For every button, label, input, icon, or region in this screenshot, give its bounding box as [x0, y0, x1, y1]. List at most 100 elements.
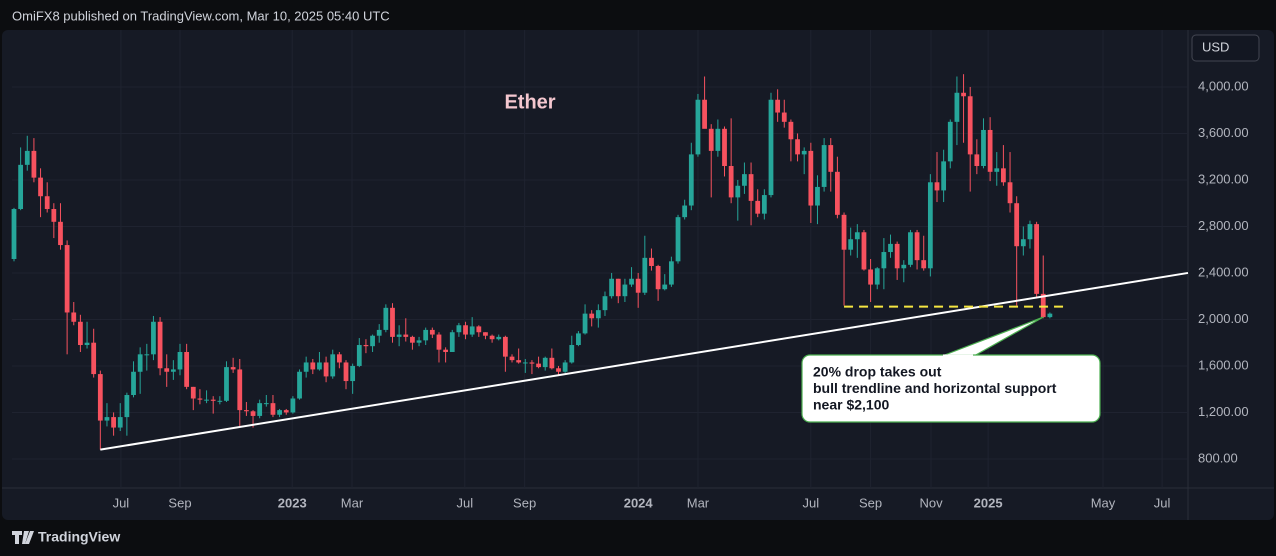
candle-body — [682, 205, 688, 218]
candle-body — [370, 335, 375, 347]
candle-body — [781, 112, 787, 122]
candle-body — [848, 239, 854, 250]
y-tick-label: 2,400.00 — [1198, 264, 1249, 279]
candle-body — [695, 99, 701, 155]
x-tick-label: Mar — [687, 495, 710, 510]
candle-body — [164, 368, 170, 372]
candle-body — [363, 345, 369, 347]
candle-body — [237, 369, 243, 411]
candle-body — [1020, 239, 1026, 247]
candle-body — [742, 174, 747, 186]
candle-body — [476, 326, 482, 333]
candle-body — [496, 336, 502, 340]
candle-body — [350, 365, 356, 382]
candle-body — [396, 334, 402, 337]
candle-body — [509, 356, 515, 361]
candle-body — [64, 245, 70, 313]
y-tick-label: 1,200.00 — [1198, 404, 1249, 419]
candle-body — [576, 333, 581, 346]
candle-body — [908, 232, 913, 265]
candle-body — [343, 362, 349, 382]
x-tick-label: Mar — [341, 495, 364, 510]
candle-body — [549, 357, 555, 369]
candle-body — [801, 150, 807, 155]
candle-body — [58, 221, 63, 246]
candle-body — [874, 268, 880, 285]
x-tick-label: May — [1091, 495, 1116, 510]
candle-body — [356, 345, 362, 366]
candle-body — [31, 150, 37, 178]
candle-body — [688, 154, 694, 206]
candle-body — [483, 332, 488, 336]
candle-body — [38, 177, 43, 197]
candle-body — [18, 164, 24, 210]
candle-body — [469, 326, 475, 335]
candle-body — [403, 334, 409, 337]
y-tick-label: 4,000.00 — [1198, 78, 1249, 93]
candle-body — [556, 368, 561, 372]
annotation-joint — [943, 354, 973, 358]
candle-body — [51, 209, 57, 222]
candle-body — [861, 232, 867, 270]
logo-icon — [12, 531, 34, 544]
x-tick-label: Sep — [168, 495, 191, 510]
candle-body — [131, 371, 136, 396]
candle-body — [974, 154, 980, 167]
candle-body — [761, 195, 767, 214]
candle-body — [901, 264, 907, 269]
candle-body — [463, 325, 468, 335]
y-tick-label: 2,800.00 — [1198, 218, 1249, 233]
candle-body — [536, 363, 541, 368]
candle-body — [967, 96, 973, 155]
candle-body — [821, 145, 827, 187]
candle-body — [835, 171, 840, 215]
candle-body — [542, 357, 548, 368]
candle-body — [423, 329, 429, 341]
candle-body — [489, 335, 495, 340]
candle-body — [230, 367, 236, 370]
candle-body — [277, 410, 282, 415]
candle-body — [668, 261, 674, 285]
x-tick-label: Nov — [919, 495, 943, 510]
header-text: OmiFX8 published on TradingView.com, Mar… — [12, 8, 390, 23]
candle-body — [602, 296, 608, 311]
candle-body — [336, 354, 342, 363]
candle-body — [795, 139, 800, 155]
currency-label: USD — [1202, 39, 1229, 54]
candle-body — [410, 336, 415, 343]
candle-body — [84, 342, 90, 346]
candle-body — [290, 398, 296, 413]
x-tick-label: 2025 — [974, 495, 1003, 510]
candle-body — [941, 161, 947, 191]
candle-body — [436, 334, 442, 350]
candle-body — [642, 257, 648, 293]
candle-body — [204, 399, 209, 401]
currency-box — [1191, 34, 1260, 62]
y-tick-label: 3,600.00 — [1198, 125, 1249, 140]
candle-body — [117, 417, 123, 428]
candle-body — [828, 145, 834, 172]
x-tick-label: 2023 — [278, 495, 307, 510]
candle-body — [224, 367, 229, 401]
candle-body — [562, 362, 568, 372]
plot: 800.00 1,200.00 1,600.00 2,000.00 2,400.00 2,… — [11, 30, 1249, 510]
candle-body — [250, 411, 256, 416]
footer-brand: TradingView — [38, 529, 120, 545]
candle-body — [788, 121, 794, 140]
y-tick-label: 2,000.00 — [1198, 311, 1249, 326]
candle-body — [961, 92, 966, 97]
candle-body — [1001, 168, 1006, 183]
candle-body — [569, 345, 575, 363]
candle-body — [443, 349, 449, 352]
candle-body — [715, 128, 721, 151]
candle-body — [728, 166, 734, 198]
candle-body — [71, 312, 77, 322]
candle-body — [502, 336, 508, 357]
candle-body — [615, 278, 621, 297]
candle-body — [317, 362, 322, 370]
candle-body — [888, 243, 893, 253]
candle-body — [921, 260, 927, 269]
candle-body — [270, 403, 276, 415]
